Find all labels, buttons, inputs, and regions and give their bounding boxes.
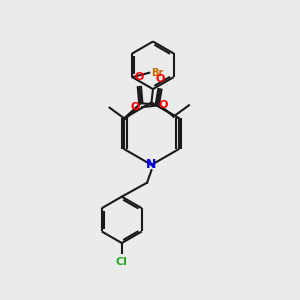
Text: Cl: Cl bbox=[116, 257, 128, 267]
Text: O: O bbox=[130, 102, 140, 112]
Text: O: O bbox=[159, 100, 168, 110]
Text: O: O bbox=[135, 72, 144, 82]
Text: N: N bbox=[146, 158, 157, 171]
Text: O: O bbox=[155, 74, 165, 84]
Text: Br: Br bbox=[151, 68, 163, 78]
